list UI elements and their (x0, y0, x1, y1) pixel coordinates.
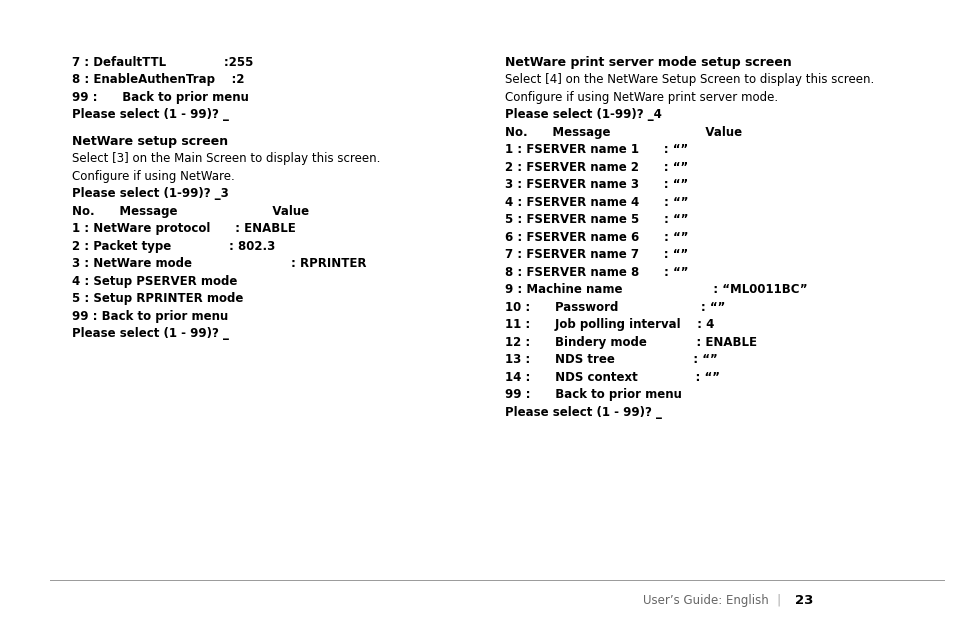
Text: No.      Message                       Value: No. Message Value (504, 126, 741, 139)
Text: 12 :      Bindery mode            : ENABLE: 12 : Bindery mode : ENABLE (504, 336, 757, 349)
Text: Please select (1 - 99)? _: Please select (1 - 99)? _ (504, 406, 661, 419)
Text: Please select (1 - 99)? _: Please select (1 - 99)? _ (71, 109, 229, 122)
Text: Please select (1-99)? _3: Please select (1-99)? _3 (71, 187, 229, 200)
Text: Configure if using NetWare print server mode.: Configure if using NetWare print server … (504, 91, 778, 104)
Text: 5 : FSERVER name 5      : “”: 5 : FSERVER name 5 : “” (504, 213, 688, 227)
Text: 99 :      Back to prior menu: 99 : Back to prior menu (504, 389, 681, 402)
Text: Select [4] on the NetWare Setup Screen to display this screen.: Select [4] on the NetWare Setup Screen t… (504, 74, 873, 87)
Text: NetWare print server mode setup screen: NetWare print server mode setup screen (504, 56, 791, 69)
Text: 4 : Setup PSERVER mode: 4 : Setup PSERVER mode (71, 275, 237, 288)
Text: 9 : Machine name                      : “ML0011BC”: 9 : Machine name : “ML0011BC” (504, 284, 807, 297)
Text: 14 :      NDS context              : “”: 14 : NDS context : “” (504, 371, 720, 384)
Text: 99 : Back to prior menu: 99 : Back to prior menu (71, 310, 228, 323)
Text: 4 : FSERVER name 4      : “”: 4 : FSERVER name 4 : “” (504, 196, 688, 209)
Text: No.      Message                       Value: No. Message Value (71, 205, 309, 218)
Text: NetWare setup screen: NetWare setup screen (71, 135, 228, 148)
Text: 23: 23 (794, 594, 812, 607)
Text: Select [3] on the Main Screen to display this screen.: Select [3] on the Main Screen to display… (71, 152, 380, 165)
Text: 8 : EnableAuthenTrap    :2: 8 : EnableAuthenTrap :2 (71, 74, 244, 87)
Text: 10 :      Password                    : “”: 10 : Password : “” (504, 301, 724, 314)
Text: 3 : NetWare mode                        : RPRINTER: 3 : NetWare mode : RPRINTER (71, 257, 366, 270)
Text: 3 : FSERVER name 3      : “”: 3 : FSERVER name 3 : “” (504, 179, 687, 192)
Text: Configure if using NetWare.: Configure if using NetWare. (71, 170, 234, 183)
Text: 7 : FSERVER name 7      : “”: 7 : FSERVER name 7 : “” (504, 248, 687, 261)
Text: Please select (1 - 99)? _: Please select (1 - 99)? _ (71, 328, 229, 341)
Text: 6 : FSERVER name 6      : “”: 6 : FSERVER name 6 : “” (504, 231, 688, 244)
Text: 2 : Packet type              : 802.3: 2 : Packet type : 802.3 (71, 240, 275, 253)
Text: 5 : Setup RPRINTER mode: 5 : Setup RPRINTER mode (71, 292, 243, 305)
Text: 2 : FSERVER name 2      : “”: 2 : FSERVER name 2 : “” (504, 161, 687, 174)
Text: 99 :      Back to prior menu: 99 : Back to prior menu (71, 91, 249, 104)
Text: 1 : NetWare protocol      : ENABLE: 1 : NetWare protocol : ENABLE (71, 222, 295, 235)
Text: 11 :      Job polling interval    : 4: 11 : Job polling interval : 4 (504, 318, 714, 331)
Text: 1 : FSERVER name 1      : “”: 1 : FSERVER name 1 : “” (504, 143, 687, 156)
Text: Please select (1-99)? _4: Please select (1-99)? _4 (504, 109, 661, 122)
Text: 7 : DefaultTTL              :255: 7 : DefaultTTL :255 (71, 56, 253, 69)
Text: 8 : FSERVER name 8      : “”: 8 : FSERVER name 8 : “” (504, 266, 688, 279)
Text: User’s Guide: English: User’s Guide: English (642, 594, 768, 607)
Text: 13 :      NDS tree                   : “”: 13 : NDS tree : “” (504, 353, 717, 366)
Text: |: | (776, 594, 781, 607)
